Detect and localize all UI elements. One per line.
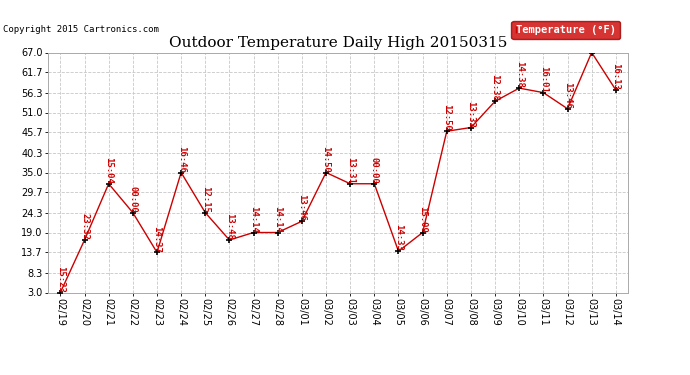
Text: 23:32: 23:32 bbox=[80, 213, 89, 240]
Text: 14:38: 14:38 bbox=[515, 61, 524, 88]
Text: 13:31: 13:31 bbox=[346, 157, 355, 184]
Text: 14:14: 14:14 bbox=[249, 206, 258, 232]
Text: 14:14: 14:14 bbox=[273, 206, 282, 232]
Text: 13:32: 13:32 bbox=[466, 100, 475, 128]
Text: 00:00: 00:00 bbox=[128, 186, 137, 213]
Text: 16:13: 16:13 bbox=[611, 63, 620, 90]
Legend: Temperature (°F): Temperature (°F) bbox=[511, 21, 620, 39]
Text: 15:09: 15:09 bbox=[418, 206, 427, 232]
Text: 14:37: 14:37 bbox=[152, 225, 161, 252]
Text: 13:46: 13:46 bbox=[563, 82, 572, 109]
Text: 16:01: 16:01 bbox=[539, 66, 548, 93]
Text: 00:00: 00:00 bbox=[370, 157, 379, 184]
Text: 13:48: 13:48 bbox=[225, 213, 234, 240]
Text: 14:50: 14:50 bbox=[322, 146, 331, 172]
Text: Copyright 2015 Cartronics.com: Copyright 2015 Cartronics.com bbox=[3, 25, 159, 34]
Text: 13:46: 13:46 bbox=[297, 194, 306, 221]
Title: Outdoor Temperature Daily High 20150315: Outdoor Temperature Daily High 20150315 bbox=[169, 36, 507, 50]
Text: 12:38: 12:38 bbox=[491, 74, 500, 101]
Text: 16:46: 16:46 bbox=[177, 146, 186, 172]
Text: 15:23: 15:23 bbox=[56, 266, 65, 292]
Text: 12:15: 12:15 bbox=[201, 186, 210, 213]
Text: 12:50: 12:50 bbox=[442, 104, 451, 131]
Text: 14:33: 14:33 bbox=[394, 224, 403, 251]
Text: 15:04: 15:04 bbox=[104, 157, 113, 184]
